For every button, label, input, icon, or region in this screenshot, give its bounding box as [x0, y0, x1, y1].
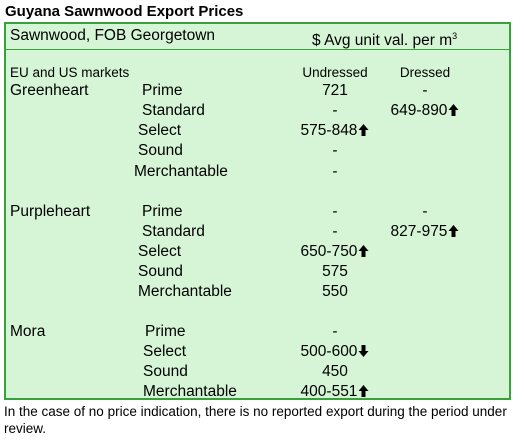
grade-label: Merchantable [143, 383, 237, 400]
species-greenheart: Greenheart [10, 82, 89, 99]
price-table [4, 22, 511, 400]
header-left: Sawnwood, FOB Georgetown [10, 27, 216, 44]
down-arrow-icon [358, 345, 369, 357]
undressed-value: 575-848 [285, 122, 385, 140]
undressed-value: - [332, 203, 338, 220]
undressed-value: - [332, 102, 338, 119]
section-label: EU and US markets [10, 65, 130, 80]
up-arrow-icon [448, 104, 459, 116]
grade-label: Select [143, 343, 187, 360]
undressed-value: - [332, 163, 338, 180]
undressed-value: 500-600 [285, 343, 385, 361]
grade-label: Sound [138, 142, 183, 159]
page-title: Guyana Sawnwood Export Prices [5, 3, 244, 20]
grade-label: Sound [138, 263, 183, 280]
grade-label: Merchantable [134, 163, 228, 180]
dressed-value: - [422, 203, 428, 220]
up-arrow-icon [358, 124, 369, 136]
undressed-value: - [332, 323, 338, 340]
undressed-value: 550 [322, 283, 348, 300]
grade-label: Select [138, 122, 182, 139]
col-dressed: Dressed [399, 65, 451, 80]
grade-label: Prime [145, 323, 186, 340]
species-purpleheart: Purpleheart [10, 203, 91, 220]
footnote: In the case of no price indication, ther… [4, 404, 507, 436]
grade-label: Standard [142, 102, 205, 119]
up-arrow-icon [448, 225, 459, 237]
grade-label: Prime [142, 203, 183, 220]
grade-label: Sound [143, 363, 188, 380]
up-arrow-icon [358, 245, 369, 257]
undressed-value: 650-750 [285, 243, 385, 261]
col-undressed: Undressed [302, 65, 368, 80]
undressed-value: 575 [322, 263, 348, 280]
dressed-value: - [422, 82, 428, 99]
undressed-value: - [332, 223, 338, 240]
grade-label: Standard [142, 223, 205, 240]
grade-label: Select [138, 243, 182, 260]
table-header [6, 25, 511, 50]
up-arrow-icon [358, 385, 369, 397]
dressed-value: 649-890 [370, 102, 480, 120]
header-right: $ Avg unit val. per m3 [312, 31, 458, 50]
undressed-value: 721 [322, 82, 348, 99]
undressed-value: - [332, 142, 338, 159]
dressed-value: 827-975 [370, 223, 480, 241]
undressed-value: 400-551 [285, 383, 385, 401]
species-mora: Mora [10, 323, 46, 340]
undressed-value: 450 [322, 363, 348, 380]
grade-label: Merchantable [138, 283, 232, 300]
grade-label: Prime [142, 82, 183, 99]
